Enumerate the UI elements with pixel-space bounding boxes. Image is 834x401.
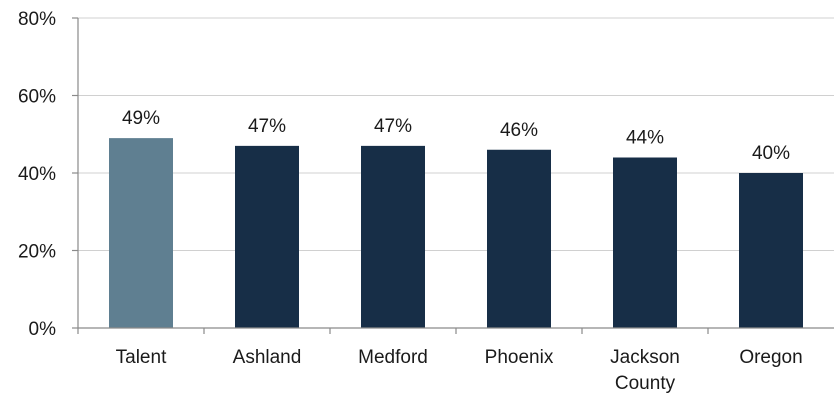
y-tick-label-80: 80% — [18, 9, 56, 30]
data-label-2: 47% — [374, 116, 412, 137]
x-category-label-0: Talent — [116, 347, 167, 368]
x-category-label-4: Jackson County — [610, 347, 680, 394]
data-label-0: 49% — [122, 108, 160, 129]
x-category-label-line: County — [615, 373, 676, 394]
data-label-3: 46% — [500, 120, 538, 141]
x-category-label-line: Oregon — [739, 347, 802, 368]
x-category-label-line: Phoenix — [485, 347, 554, 368]
x-category-label-5: Oregon — [739, 347, 802, 368]
bars — [109, 138, 803, 328]
data-label-1: 47% — [248, 116, 286, 137]
y-axis-tick-labels: 0% 20% 40% 60% 80% — [18, 9, 56, 340]
y-tick-label-20: 20% — [18, 242, 56, 263]
x-category-label-line: Jackson — [610, 347, 680, 368]
bar-4 — [613, 157, 677, 328]
data-label-4: 44% — [626, 128, 664, 149]
x-category-label-1: Ashland — [233, 347, 302, 368]
data-labels: 49% 47% 47% 46% 44% 40% — [122, 108, 790, 164]
bar-0 — [109, 138, 173, 328]
x-category-label-line: Talent — [116, 347, 167, 368]
x-category-label-line: Ashland — [233, 347, 302, 368]
x-category-label-line: Medford — [358, 347, 428, 368]
bar-2 — [361, 145, 425, 328]
x-category-label-3: Phoenix — [485, 347, 554, 368]
data-label-5: 40% — [752, 143, 790, 164]
bar-5 — [739, 173, 803, 328]
x-axis-category-labels: Talent Ashland Medford Phoenix Jackson County… — [116, 347, 803, 394]
gridlines — [78, 17, 834, 251]
y-tick-label-0: 0% — [29, 319, 57, 340]
y-tick-label-60: 60% — [18, 87, 56, 108]
x-category-label-2: Medford — [358, 347, 428, 368]
bar-3 — [487, 149, 551, 328]
bar-1 — [235, 145, 299, 328]
axes — [72, 17, 834, 334]
y-tick-label-40: 40% — [18, 164, 56, 185]
